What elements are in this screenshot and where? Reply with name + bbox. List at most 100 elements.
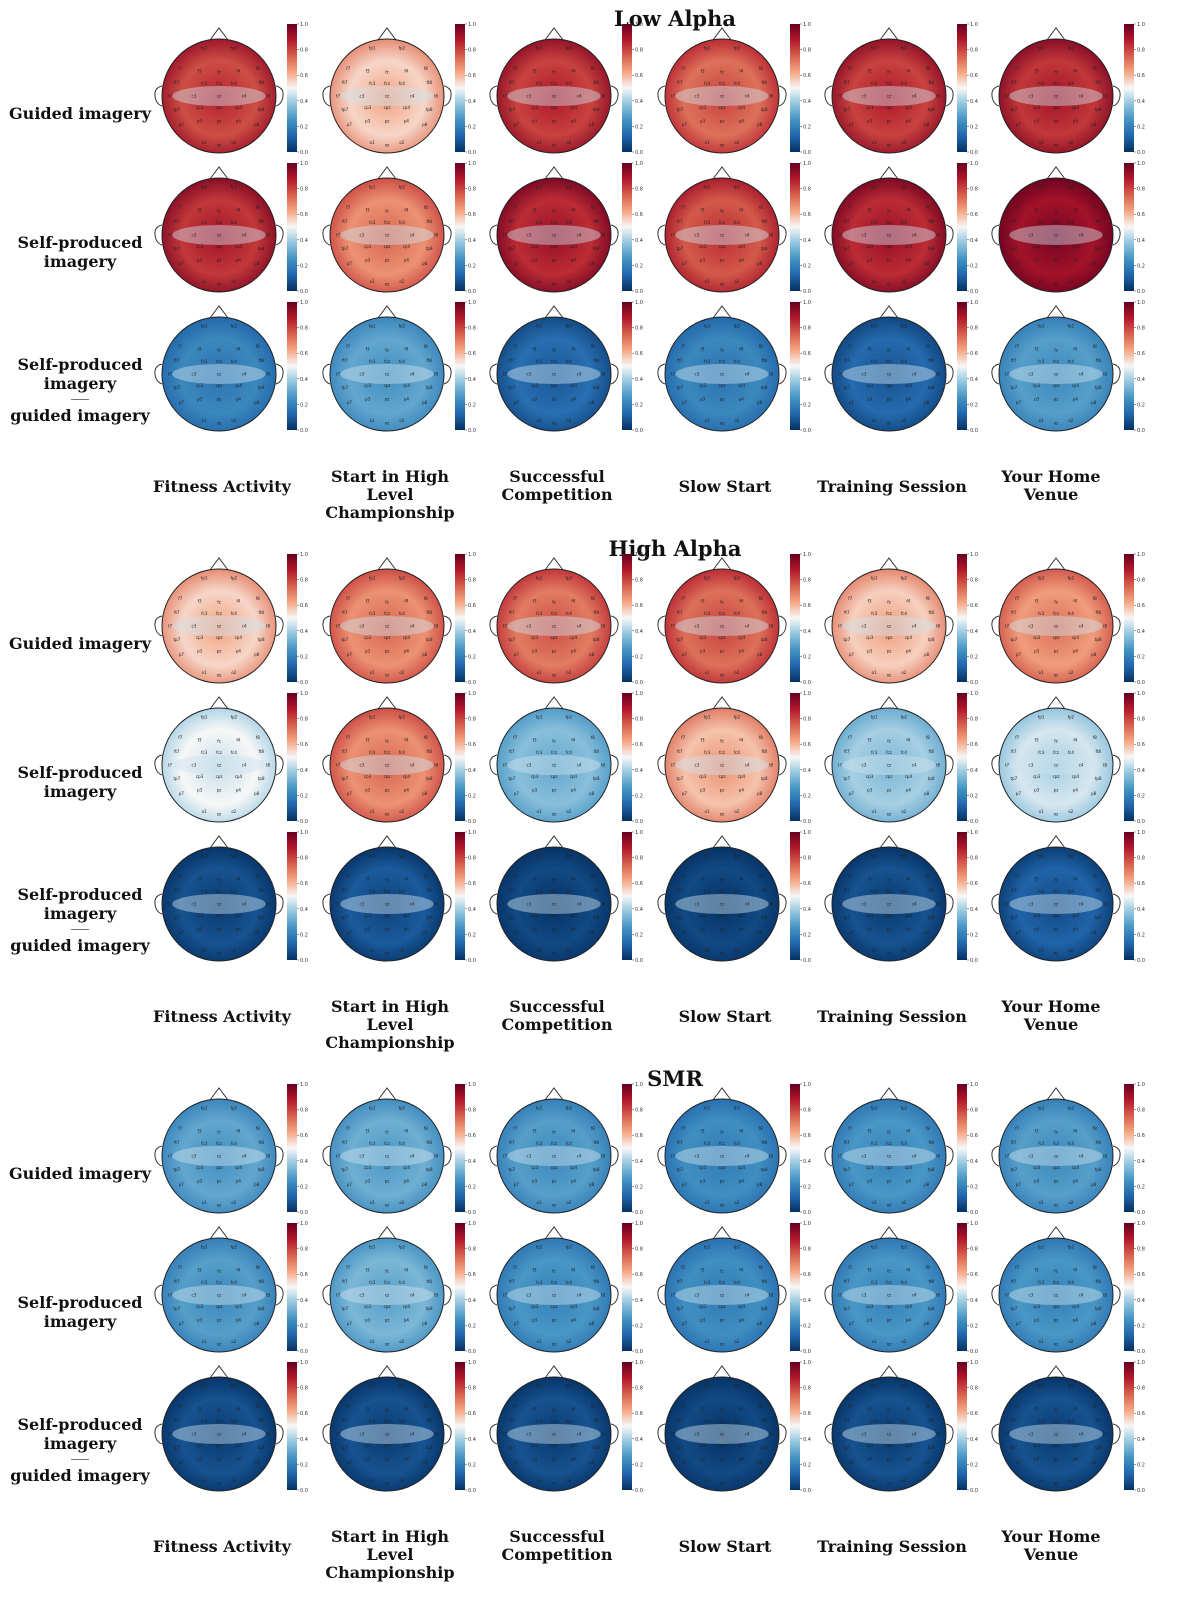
electrode-label: fz — [385, 209, 389, 214]
electrode-label: tp8 — [593, 637, 600, 642]
colorbar-tick-label: 0.2 — [970, 932, 978, 938]
electrode-label: fc3 — [1038, 1419, 1045, 1424]
colorbar-tick-label: 0.6 — [803, 1411, 811, 1417]
electrode-label: p7 — [179, 1460, 185, 1465]
electrode-label: tp8 — [258, 776, 265, 781]
electrode-label: cz — [887, 1293, 891, 1298]
row-label: Self-produced imagery — [6, 233, 154, 271]
colorbar — [790, 832, 800, 960]
electrode-label: fp2 — [231, 46, 238, 51]
electrode-label: p8 — [589, 930, 595, 935]
electrode-label: f8 — [424, 344, 428, 349]
electrode-label: cp4 — [905, 1304, 913, 1309]
head-nose — [377, 27, 397, 41]
electrode-label: f8 — [1093, 874, 1097, 879]
electrode-label: f3 — [366, 346, 370, 351]
electrode-label: f4 — [571, 598, 575, 603]
electrode-label: fp1 — [871, 1384, 878, 1389]
electrode-label: o1 — [1039, 140, 1044, 145]
electrode-label: cp4 — [738, 244, 746, 249]
electrode-label: pz — [1054, 397, 1059, 402]
colorbar — [1124, 832, 1134, 960]
electrode-label: c4 — [745, 1293, 750, 1298]
electrode-label: o2 — [1068, 279, 1073, 284]
electrode-label: f3 — [198, 346, 202, 351]
colorbar — [622, 24, 632, 152]
electrode-label: tp7 — [676, 107, 683, 112]
electrode-label: fp1 — [704, 46, 711, 51]
row-label-line: Self-produced — [17, 355, 143, 374]
electrode-label: cp4 — [1072, 105, 1080, 110]
electrode-label: oz — [552, 812, 557, 817]
scalp-field — [161, 316, 277, 432]
electrode-label: tp7 — [676, 776, 683, 781]
electrode-label: fz — [1054, 1130, 1058, 1135]
electrode-label: o1 — [705, 1478, 710, 1483]
electrode-label: o1 — [705, 140, 710, 145]
electrode-label: cpz — [216, 105, 223, 110]
electrode-label: fz — [385, 1408, 389, 1413]
electrode-label: t8 — [769, 94, 774, 99]
electrode-label: o1 — [370, 1478, 375, 1483]
electrode-label: cz — [217, 1432, 221, 1437]
head-nose — [544, 835, 564, 849]
electrode-label: f7 — [346, 1265, 350, 1270]
electrode-label: tp8 — [258, 637, 265, 642]
electrode-label: ft8 — [761, 80, 767, 85]
electrode-label: ft8 — [258, 1418, 264, 1423]
electrode-label: t7 — [838, 902, 843, 907]
colorbar-tick-label: 0.4 — [635, 768, 643, 774]
head-nose — [209, 166, 229, 180]
electrode-label: fc3 — [536, 750, 543, 755]
electrode-label: f4 — [1073, 876, 1077, 881]
colorbar — [287, 24, 297, 152]
electrode-label: ft8 — [258, 219, 264, 224]
colorbar-tick-label: 0.2 — [803, 1462, 811, 1468]
electrode-label: o1 — [537, 140, 542, 145]
electrode-label: fcz — [216, 611, 222, 616]
electrode-label: p4 — [571, 927, 577, 932]
head-nose — [1046, 1087, 1066, 1101]
electrode-label: f3 — [533, 1267, 537, 1272]
electrode-label: f7 — [1015, 1126, 1019, 1131]
scalp-field — [998, 568, 1114, 684]
electrode-label: ft8 — [426, 80, 432, 85]
electrode-label: c3 — [192, 624, 197, 629]
colorbar-tick-label: 0.6 — [300, 351, 308, 357]
colorbar-tick-label: 0.2 — [635, 793, 643, 799]
head-ear — [657, 1284, 666, 1306]
electrode-label: fcz — [216, 81, 222, 86]
electrode-label: fc3 — [369, 81, 376, 86]
electrode-label: f3 — [533, 1128, 537, 1133]
electrode-label: fp1 — [704, 854, 711, 859]
colorbar-tick-label: 0.0 — [468, 428, 476, 434]
colorbar-tick-label: 0.0 — [468, 150, 476, 156]
electrode-label: fz — [217, 209, 221, 214]
electrode-label: p4 — [236, 258, 242, 263]
head-ear — [991, 224, 1000, 246]
colorbar — [790, 163, 800, 291]
electrode-label: o1 — [202, 418, 207, 423]
electrode-label: t7 — [336, 1432, 341, 1437]
colorbar-tick-label: 0.4 — [468, 99, 476, 105]
electrode-label: cp3 — [364, 1443, 372, 1448]
electrode-label: o1 — [705, 1200, 710, 1205]
colorbar-tick-label: 0.4 — [803, 377, 811, 383]
electrode-label: o1 — [202, 1339, 207, 1344]
colorbar-tick-label: 0.2 — [1137, 932, 1145, 938]
electrode-label: ft7 — [509, 219, 515, 224]
electrode-label: fz — [552, 209, 556, 214]
electrode-label: f8 — [424, 66, 428, 71]
electrode-label: cp3 — [364, 1165, 372, 1170]
electrode-label: cp4 — [1072, 383, 1080, 388]
electrode-label: ft8 — [1095, 1418, 1101, 1423]
electrode-label: fp1 — [871, 324, 878, 329]
electrode-label: cpz — [1053, 105, 1060, 110]
electrode-label: fp1 — [1038, 854, 1045, 859]
colorbar-tick-label: 0.0 — [300, 289, 308, 295]
electrode-label: cp3 — [699, 1304, 707, 1309]
electrode-label: oz — [887, 1342, 892, 1347]
